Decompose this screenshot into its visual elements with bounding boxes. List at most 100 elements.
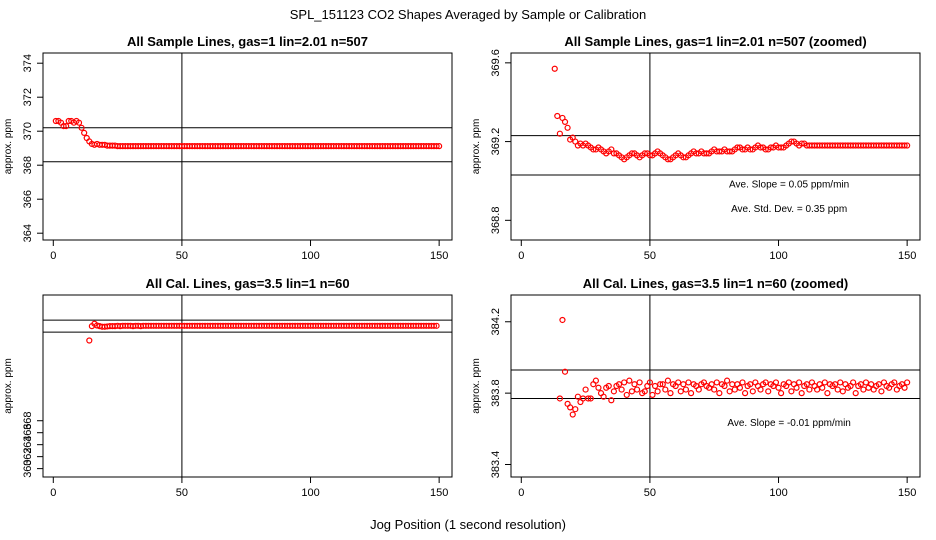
panel-title: All Cal. Lines, gas=3.5 lin=1 n=60 (145, 276, 349, 291)
data-point (824, 390, 831, 397)
y-tick-label: 372 (22, 88, 34, 106)
data-point (646, 379, 654, 386)
data-point (713, 379, 720, 386)
data-point (65, 117, 72, 125)
data-point (631, 381, 638, 388)
x-tick-label: 100 (301, 250, 319, 262)
data-point (731, 386, 738, 393)
x-tick-label: 50 (176, 487, 188, 499)
data-point (788, 388, 795, 395)
y-tick-label: 370 (22, 122, 34, 140)
figure-title: SPL_151123 CO2 Shapes Averaged by Sample… (290, 7, 647, 22)
y-axis-label: approx. ppm (471, 119, 482, 175)
data-point (785, 379, 792, 386)
data-point (659, 381, 666, 388)
data-point (628, 388, 636, 395)
data-point (662, 386, 669, 393)
data-point (762, 379, 769, 386)
data-point (628, 150, 636, 157)
data-point (569, 411, 576, 418)
data-point (605, 382, 612, 390)
data-point (677, 388, 684, 395)
plot-frame (42, 294, 453, 478)
data-point (81, 129, 88, 136)
data-point (567, 404, 574, 411)
y-tick-label: 369.2 (490, 128, 502, 156)
data-point (433, 143, 440, 150)
data-point (834, 386, 841, 393)
data-point (582, 386, 589, 393)
chart-panel-4: All Cal. Lines, gas=3.5 lin=1 n=60 (zoom… (471, 276, 921, 499)
data-point (723, 377, 731, 384)
data-point (798, 140, 805, 147)
data-point (63, 122, 70, 130)
data-point (587, 395, 594, 402)
y-tick-label: 360 (22, 459, 34, 477)
data-point (904, 142, 911, 149)
y-tick-label: 383.4 (490, 451, 502, 479)
data-point (852, 390, 859, 397)
data-point (734, 144, 741, 151)
data-point (747, 146, 754, 153)
data-point (60, 122, 67, 130)
x-tick-label: 0 (518, 250, 524, 262)
data-point (682, 386, 690, 393)
y-tick-label: 369.6 (490, 49, 502, 77)
data-point (615, 381, 623, 388)
data-point (901, 142, 908, 149)
y-tick-label: 362 (22, 447, 34, 465)
y-tick-label: 368 (22, 412, 34, 430)
x-tick-label: 150 (898, 250, 916, 262)
y-tick-label: 364 (22, 224, 34, 242)
x-tick-label: 100 (301, 487, 319, 499)
data-point (832, 381, 839, 388)
data-point (878, 388, 885, 395)
data-point (551, 65, 558, 72)
data-point (765, 388, 772, 395)
data-point (636, 379, 643, 386)
data-point (839, 388, 846, 395)
data-point (610, 150, 617, 157)
data-point (554, 112, 561, 120)
data-point (621, 379, 628, 386)
data-point (646, 152, 654, 159)
x-tick-label: 100 (769, 250, 787, 262)
x-tick-label: 50 (176, 250, 188, 262)
data-point (862, 379, 870, 386)
plot-frame (510, 52, 921, 241)
data-point (610, 388, 617, 395)
data-point (695, 386, 702, 393)
data-point (875, 381, 882, 388)
data-point (436, 143, 443, 150)
data-point (726, 388, 733, 395)
y-axis-label: approx. ppm (3, 358, 14, 414)
data-point (821, 379, 828, 386)
y-tick-label: 364 (22, 435, 34, 453)
data-point (556, 395, 563, 402)
data-point (687, 390, 695, 397)
annotation: Ave. Slope = -0.01 ppm/min (727, 418, 851, 429)
data-point (798, 390, 805, 397)
data-point (711, 386, 718, 393)
data-point (901, 384, 908, 391)
y-tick-label: 368.8 (490, 207, 502, 235)
y-tick-label: 366 (22, 190, 34, 208)
data-point (433, 322, 440, 329)
panel-title: All Cal. Lines, gas=3.5 lin=1 n=60 (zoom… (583, 276, 849, 291)
data-point (806, 386, 813, 393)
data-point (777, 144, 785, 151)
data-point (726, 148, 733, 155)
x-tick-label: 50 (644, 487, 656, 499)
y-tick-label: 368 (22, 156, 34, 174)
data-point (654, 388, 661, 395)
y-tick-label: 383.8 (490, 379, 502, 407)
data-point (657, 381, 664, 388)
chart-panel-1: All Sample Lines, gas=1 lin=2.01 n=507 ap… (3, 34, 453, 262)
data-point (703, 150, 710, 157)
data-point (708, 381, 715, 388)
data-point (78, 124, 85, 131)
data-point (641, 388, 648, 395)
annotation: Ave. Std. Dev. = 0.35 ppm (731, 204, 847, 215)
